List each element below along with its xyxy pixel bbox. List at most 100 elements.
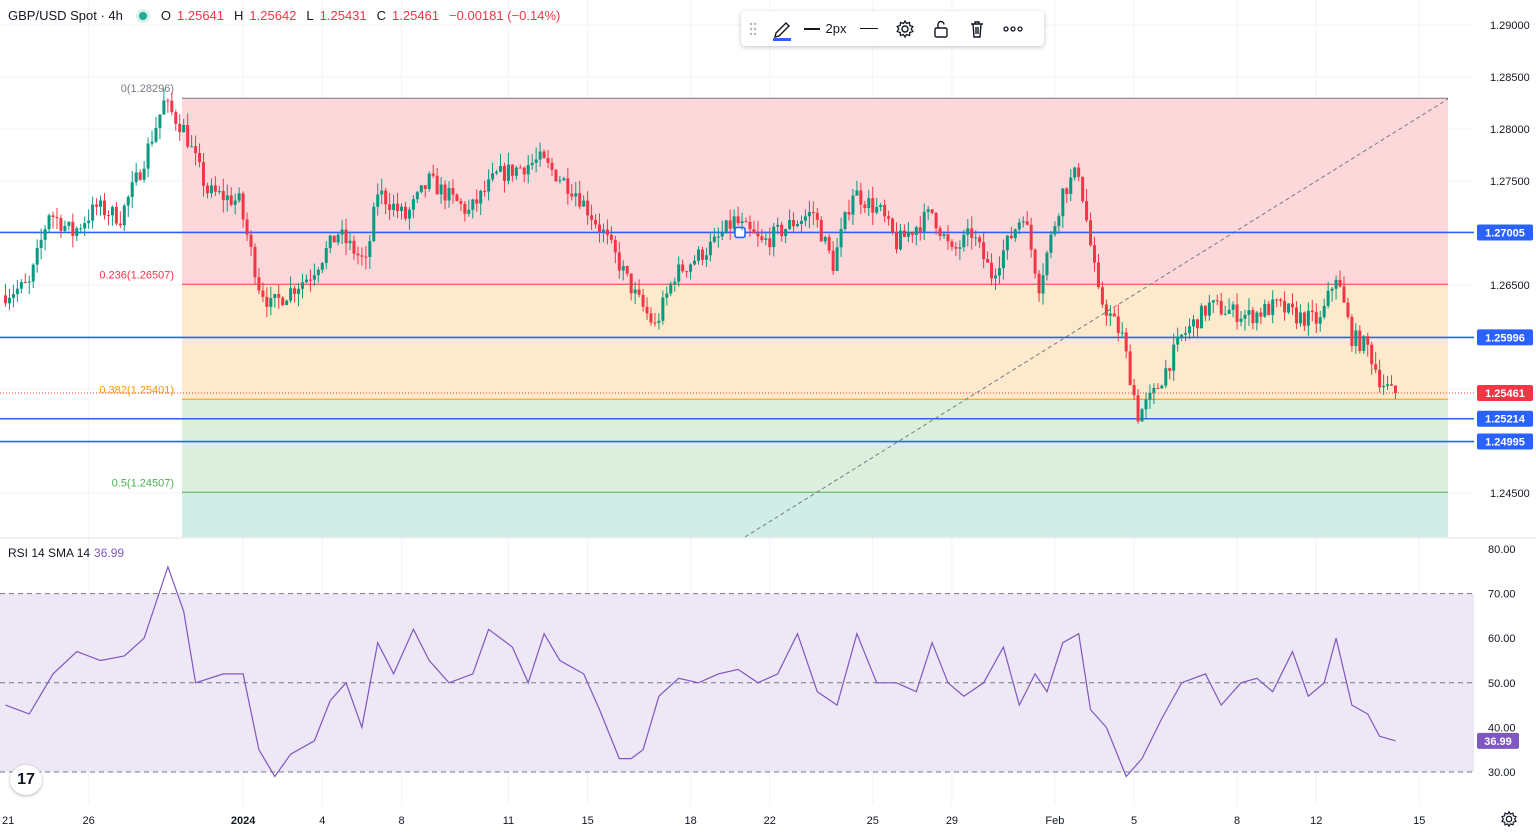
chart-settings-icon[interactable]: [1500, 810, 1518, 833]
trend-line: [744, 98, 1449, 538]
candle-body: [1124, 332, 1128, 352]
candle-body: [158, 114, 162, 128]
candle-body: [455, 194, 459, 202]
time-axis-label: 11: [503, 815, 514, 827]
candle-body: [463, 203, 467, 214]
candle-body: [1298, 312, 1302, 324]
candle-body: [970, 228, 974, 238]
candle-body: [1267, 303, 1271, 315]
candle-body: [700, 249, 704, 260]
candle-body: [867, 198, 871, 209]
candle-body: [1346, 302, 1350, 318]
candle-body: [677, 264, 681, 282]
candle-body: [661, 297, 665, 321]
price-axis-label: 1.24500: [1490, 488, 1530, 500]
trash-icon[interactable]: [959, 11, 995, 46]
candle-body: [649, 313, 653, 323]
candle-body: [190, 146, 194, 148]
candle-body: [803, 216, 807, 221]
candle-body: [1013, 229, 1017, 239]
candle-body: [562, 178, 566, 181]
candle-body: [792, 219, 796, 227]
candle-body: [285, 300, 289, 306]
candle-body: [708, 241, 712, 256]
candle-body: [1176, 336, 1180, 345]
rsi-legend[interactable]: RSI 14 SMA 14 36.99: [8, 546, 124, 560]
tradingview-logo[interactable]: 17: [10, 765, 42, 795]
candle-body: [67, 221, 71, 226]
candle-body: [304, 279, 308, 283]
time-axis-label: 8: [1234, 815, 1240, 827]
candle-body: [202, 162, 205, 186]
candle-body: [823, 237, 827, 242]
candle-body: [530, 162, 534, 166]
candle-body: [289, 288, 293, 301]
fib-retracement[interactable]: 0(1.28296) 0.236(1.26507) 0.382(1.25401) 0.…: [99, 83, 1448, 537]
candle-body: [1374, 364, 1378, 370]
candle-body: [1275, 299, 1279, 301]
rsi-label: RSI 14 SMA 14: [8, 546, 91, 560]
symbol-title[interactable]: GBP/USD Spot · 4h: [8, 8, 123, 23]
candle-body: [1160, 385, 1164, 389]
candle-body: [554, 169, 558, 182]
candle-body: [407, 209, 411, 219]
candle-body: [875, 207, 879, 213]
candle-body: [1180, 334, 1184, 337]
rsi-line: [5, 564, 1396, 778]
candle-body: [221, 191, 225, 201]
candle-body: [1037, 273, 1041, 294]
candle-body: [1326, 290, 1330, 306]
symbol-header: GBP/USD Spot · 4h O 1.25641 H 1.25642 L 1.2…: [8, 8, 564, 23]
candle-body: [1358, 330, 1362, 351]
candle-body: [764, 238, 768, 241]
candle-body: [891, 218, 895, 233]
candle-body: [693, 260, 697, 265]
candle-body: [225, 195, 229, 201]
candle-body: [1219, 300, 1223, 315]
candle-body: [1334, 279, 1338, 289]
line-style-icon[interactable]: [851, 11, 887, 46]
fib-zone: [182, 284, 1448, 400]
price-level-tag-text: 1.24995: [1485, 437, 1525, 449]
pencil-icon[interactable]: [765, 11, 799, 46]
candle-body: [847, 212, 851, 215]
candle-body: [328, 235, 332, 249]
fib-trend-line[interactable]: [744, 98, 1449, 538]
time-axis-label: 15: [1413, 815, 1425, 827]
candle-body: [356, 253, 360, 256]
candle-body: [368, 241, 372, 258]
drag-handle-icon[interactable]: [741, 11, 765, 46]
candle-body: [495, 171, 499, 174]
rsi-axis-label: 50.00: [1488, 678, 1516, 690]
candle-body: [617, 252, 621, 271]
candle-body: [122, 205, 126, 226]
candle-body: [1211, 300, 1215, 303]
candle-body: [142, 168, 146, 180]
candle-body: [396, 203, 400, 212]
candle-body: [1378, 369, 1382, 388]
candle-body: [772, 226, 776, 248]
unlock-icon[interactable]: [923, 11, 959, 46]
candle-body: [906, 232, 910, 237]
candle-body: [598, 224, 601, 232]
candle-body: [768, 238, 772, 248]
candle-body: [609, 234, 613, 240]
candle-body: [83, 223, 87, 229]
candle-body: [487, 179, 491, 192]
gear-icon[interactable]: [887, 11, 923, 46]
candle-body: [1089, 220, 1093, 246]
candle-body: [388, 204, 392, 210]
candle-body: [27, 281, 31, 283]
candle-body: [1195, 319, 1199, 329]
candle-body: [1120, 332, 1124, 334]
candle-body: [974, 237, 978, 239]
candle-body: [273, 294, 277, 299]
market-status-dot: [138, 11, 147, 20]
candle-body: [514, 167, 518, 176]
candle-body: [1227, 309, 1231, 314]
candle-body: [182, 124, 186, 133]
candle-body: [423, 185, 427, 189]
more-icon[interactable]: [995, 11, 1031, 46]
line-width-button[interactable]: 2px: [799, 11, 851, 46]
